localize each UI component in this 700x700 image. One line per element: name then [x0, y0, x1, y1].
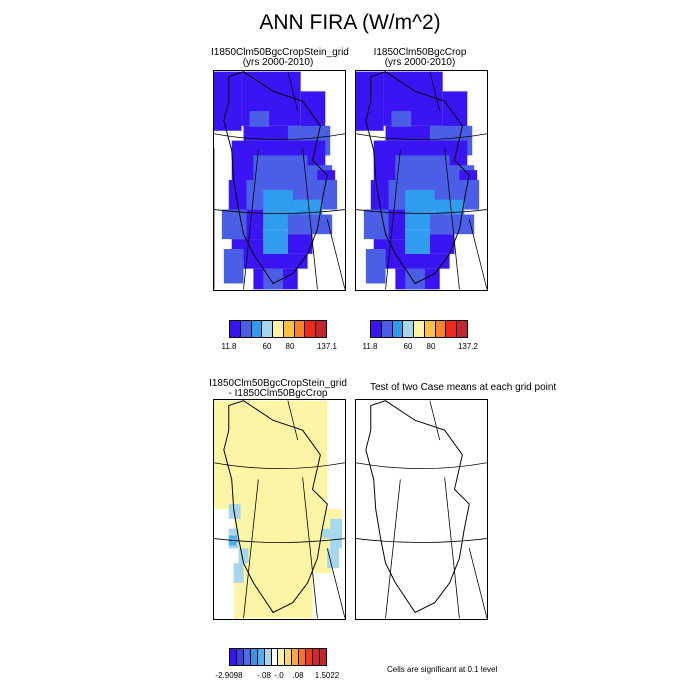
- colorbar-2-swatch-2: [381, 321, 393, 337]
- colorbar-2-swatch-5: [414, 321, 425, 337]
- colorbar-3-swatch-13: [313, 649, 320, 665]
- map-4-plot: [356, 400, 487, 619]
- colorbar-3-swatch-8: [278, 649, 286, 665]
- colorbar-3-swatch-11: [299, 649, 307, 665]
- colorbar-3-label-max: 1.5022: [314, 671, 340, 680]
- colorbar-3-swatch-7: [271, 649, 279, 665]
- colorbar-2: [370, 320, 468, 338]
- colorbar-2-label-60: 60: [403, 342, 413, 351]
- colorbar-1-swatch-5: [273, 321, 284, 337]
- colorbar-1-label-80: 80: [285, 342, 295, 351]
- colorbar-2-swatch-7: [435, 321, 447, 337]
- colorbar-3-label-pos08: .08: [292, 671, 304, 680]
- colorbar-1-swatch-9: [316, 321, 327, 337]
- map-panel-3: [213, 399, 346, 620]
- colorbar-3-swatch-10: [292, 649, 300, 665]
- colorbar-2-swatch-6: [424, 321, 436, 337]
- colorbar-1-swatch-4: [262, 321, 274, 337]
- colorbar-3-swatch-5: [257, 649, 265, 665]
- panel1-title: I1850Clm50BgcCropStein_grid (yrs 2000-20…: [211, 47, 349, 68]
- panel2-title: I1850Clm50BgcCrop (yrs 2000-2010): [353, 48, 487, 68]
- panel1-title-line2: (yrs 2000-2010): [242, 57, 314, 68]
- colorbar-1-label-min: 11.8: [221, 342, 237, 351]
- map-3-plot: [214, 400, 345, 619]
- figure-title: ANN FIRA (W/m^2): [259, 11, 441, 34]
- colorbar-2-label-80: 80: [426, 342, 436, 351]
- colorbar-1-swatch-3: [251, 321, 263, 337]
- colorbar-1: [229, 320, 327, 338]
- panel4-title: Test of two Case means at each grid poin…: [370, 382, 557, 393]
- panel2-title-line1: I1850Clm50BgcCrop: [373, 47, 467, 58]
- colorbar-3: [229, 648, 327, 666]
- colorbar-3-swatch-3: [243, 649, 251, 665]
- colorbar-3-label-min: -2.9098: [215, 671, 243, 680]
- panel4-title-line1: Test of two Case means at each grid poin…: [370, 382, 557, 393]
- panel1-title-line1: I1850Clm50BgcCropStein_grid: [211, 47, 349, 58]
- panel3-title-line2: - I1850Clm50BgcCrop: [228, 388, 328, 399]
- colorbar-2-swatch-9: [457, 321, 468, 337]
- colorbar-2-label-max: 137.2: [457, 342, 479, 351]
- colorbar-1-swatch-8: [305, 321, 317, 337]
- colorbar-1-swatch-2: [240, 321, 252, 337]
- map-1-plot: [214, 71, 345, 290]
- panel3-title: I1850Clm50BgcCropStein_grid - I1850Clm50…: [206, 379, 350, 399]
- colorbar-1-swatch-1: [230, 321, 241, 337]
- colorbar-3-swatch-1: [230, 649, 237, 665]
- colorbar-3-swatch-14: [319, 649, 326, 665]
- colorbar-3-label-zero: -.0: [274, 671, 284, 680]
- map-panel-4: [355, 399, 488, 620]
- colorbar-1-label-max: 137.1: [316, 342, 338, 351]
- significance-footnote: Cells are significant at 0.1 level: [387, 665, 498, 674]
- colorbar-2-swatch-1: [371, 321, 382, 337]
- panel2-title-line2: (yrs 2000-2010): [384, 57, 456, 68]
- colorbar-1-swatch-7: [294, 321, 306, 337]
- colorbar-2-swatch-4: [403, 321, 415, 337]
- colorbar-2-swatch-3: [392, 321, 404, 337]
- colorbar-1-label-60: 60: [262, 342, 272, 351]
- map-panel-2: [355, 70, 488, 291]
- colorbar-3-swatch-9: [285, 649, 293, 665]
- colorbar-1-swatch-6: [283, 321, 295, 337]
- colorbar-3-swatch-12: [306, 649, 314, 665]
- map-panel-1: [213, 70, 346, 291]
- colorbar-3-swatch-4: [250, 649, 258, 665]
- colorbar-2-swatch-8: [446, 321, 458, 337]
- colorbar-3-swatch-2: [236, 649, 244, 665]
- colorbar-2-label-min: 11.8: [362, 342, 378, 351]
- panel3-title-line1: I1850Clm50BgcCropStein_grid: [209, 378, 347, 389]
- map-2-plot: [356, 71, 487, 290]
- colorbar-3-label-neg08: -.08: [257, 671, 271, 680]
- colorbar-3-swatch-6: [264, 649, 272, 665]
